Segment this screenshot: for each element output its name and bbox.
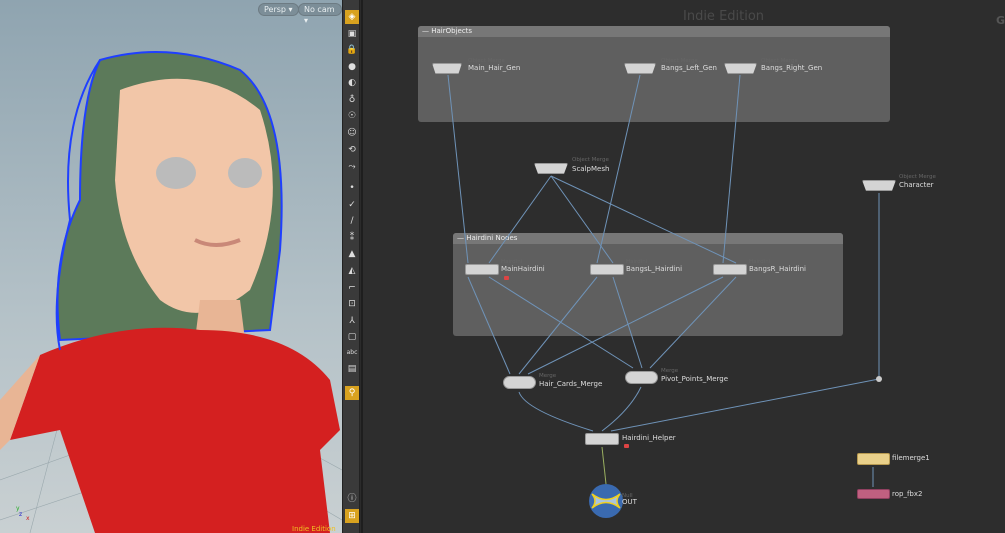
pin-icon[interactable]: ⚲ [345, 386, 359, 400]
node-filemerge1[interactable] [857, 453, 890, 465]
node-label[interactable]: Bangs_Left_Gen [661, 64, 717, 72]
lock-icon[interactable]: 🔒 [346, 45, 358, 55]
shading-icon[interactable]: ◐ [348, 78, 356, 88]
node-type: Null [622, 493, 633, 499]
node-mainhairdini[interactable] [465, 264, 499, 275]
node-label[interactable]: MainHairdini [501, 265, 545, 273]
node-hairdini-helper[interactable] [585, 433, 619, 445]
network-box-hairobjects[interactable]: — HairObjects [418, 26, 890, 122]
light-icon[interactable]: ● [348, 62, 356, 72]
bulb-icon[interactable]: ♁ [348, 95, 356, 105]
node-label[interactable]: filemerge1 [892, 454, 930, 462]
normal-icon[interactable]: ✓ [348, 200, 356, 210]
node-bangsl-hairdini[interactable] [590, 264, 624, 275]
node-label[interactable]: OUT [622, 498, 637, 506]
viewport-watermark: Indie Edition [292, 525, 336, 533]
node-label[interactable]: Pivot_Points_Merge [661, 375, 729, 383]
camera-select-menu[interactable]: No cam ▾ [298, 3, 342, 25]
camera-select-label: No cam [304, 5, 335, 14]
node-type: Hairdini [749, 259, 771, 265]
info-icon[interactable]: ⓘ [347, 494, 357, 504]
node-type: Object Merge [661, 58, 698, 64]
point-numbers-icon[interactable]: ⁑ [349, 233, 355, 243]
camera-light-icon[interactable]: ☺ [347, 128, 357, 138]
node-type: Object Merge [572, 157, 609, 163]
corner-letter: G [996, 14, 1005, 27]
camera-view-menu[interactable]: Persp ▾ [258, 3, 299, 16]
node-character[interactable] [862, 180, 896, 191]
box-title: HairObjects [431, 27, 473, 35]
node-out[interactable] [589, 484, 623, 518]
lock-badge-icon [624, 444, 629, 448]
node-label[interactable]: Hairdini_Helper [622, 434, 676, 442]
node-type: Merge [539, 373, 557, 379]
prim-numbers-icon[interactable]: ◭ [348, 266, 356, 276]
prim-icon[interactable]: ▲ [348, 249, 356, 259]
safe-area-icon[interactable]: ▢ [347, 332, 357, 342]
node-label[interactable]: BangsL_Hairdini [626, 265, 683, 273]
text-label-icon[interactable]: abc [346, 349, 358, 356]
node-type: Merge [661, 368, 679, 374]
node-label[interactable]: rop_fbx2 [892, 490, 923, 498]
node-label[interactable]: Hair_Cards_Merge [539, 380, 603, 388]
axis-z-label: z [19, 511, 23, 518]
node-rop-fbx2[interactable] [857, 489, 890, 499]
pen-icon[interactable]: / [350, 216, 354, 226]
snap-icon[interactable]: ⟲ [348, 145, 356, 155]
character-render [0, 51, 342, 533]
node-scalpmesh[interactable] [534, 163, 568, 174]
box-title: Hairdini Nodes [466, 234, 518, 242]
node-type: Hairdini [501, 259, 523, 265]
handle-icon[interactable]: ⤳ [348, 162, 356, 172]
layout-grid-icon[interactable]: ⊞ [345, 509, 359, 523]
edge-icon[interactable]: ⌐ [348, 283, 356, 293]
viewport-toolbar: ◈ ▣ 🔒 ● ◐ ♁ ☉ ☺ ⟲ ⤳ • ✓ / ⁑ ▲ ◭ ⌐ ⊡ ⅄ ▢ … [342, 0, 360, 533]
node-hair-cards-merge[interactable] [503, 376, 536, 389]
3d-viewport[interactable]: Persp ▾ No cam ▾ y z x Indie Edition [0, 0, 342, 533]
node-bangs-left-gen[interactable] [624, 63, 656, 74]
node-main-hair-gen[interactable] [432, 63, 462, 74]
node-label[interactable]: Bangs_Right_Gen [761, 64, 823, 72]
axis-y-label: y [16, 505, 20, 512]
node-bangs-right-gen[interactable] [724, 63, 757, 74]
network-box-hairdini-nodes[interactable]: — Hairdini Nodes [453, 233, 843, 336]
node-label[interactable]: ScalpMesh [572, 165, 610, 173]
node-label[interactable]: Character [899, 181, 934, 189]
node-pivot-points-merge[interactable] [625, 371, 658, 384]
node-type: Hairdini [626, 259, 648, 265]
node-label[interactable]: BangsR_Hairdini [749, 265, 807, 273]
camera-view-label: Persp [264, 5, 286, 14]
point-icon[interactable]: • [349, 183, 355, 193]
image-icon[interactable]: ▤ [347, 364, 357, 374]
node-label[interactable]: Main_Hair_Gen [468, 64, 521, 72]
display-options-icon[interactable]: ▣ [347, 29, 357, 39]
node-type: Object Merge [899, 174, 936, 180]
network-watermark: Indie Edition [683, 9, 765, 24]
node-bangsr-hairdini[interactable] [713, 264, 747, 275]
node-type: Object Merge [761, 58, 798, 64]
origin-icon[interactable]: ⅄ [349, 316, 355, 326]
lock-badge-icon [504, 276, 509, 280]
axis-x-label: x [26, 515, 30, 522]
headlight-icon[interactable]: ☉ [347, 111, 357, 121]
view-tool-icon[interactable]: ◈ [345, 10, 359, 24]
box-header[interactable]: — HairObjects [418, 26, 890, 37]
bbox-icon[interactable]: ⊡ [348, 299, 356, 309]
node-type: Object Merge [468, 58, 505, 64]
box-header[interactable]: — Hairdini Nodes [453, 233, 843, 244]
